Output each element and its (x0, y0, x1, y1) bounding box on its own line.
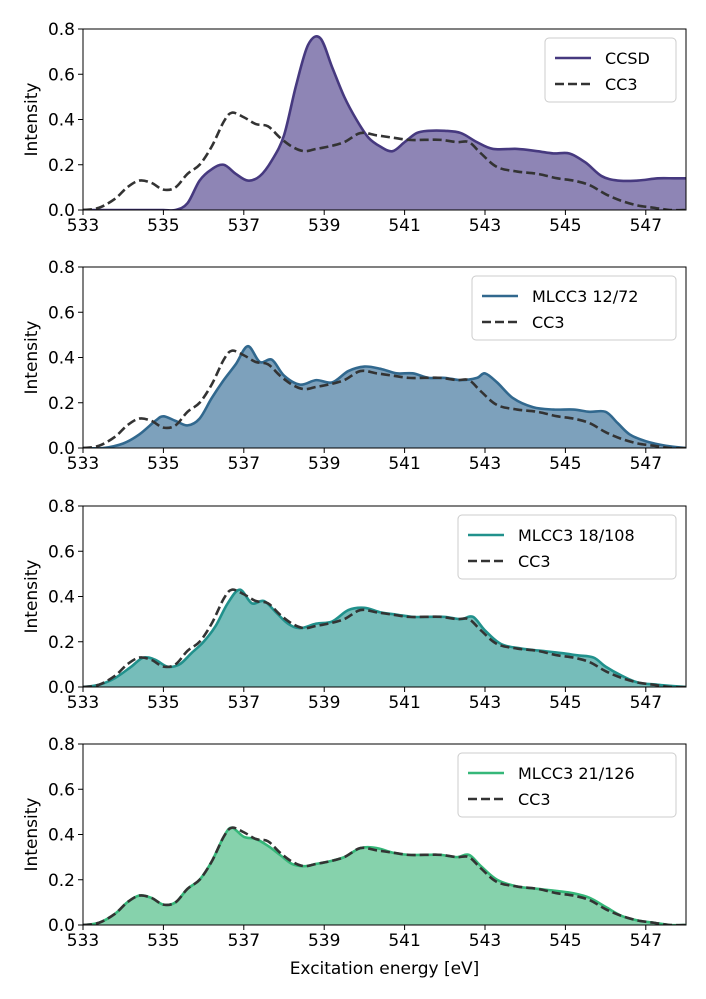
x-tick-label: 545 (549, 693, 581, 713)
x-tick-label: 537 (228, 931, 260, 951)
y-tick-label: 0.4 (48, 349, 75, 369)
x-tick-label: 539 (308, 216, 340, 236)
x-tick-label: 539 (308, 454, 340, 474)
legend: MLCC3 12/72 CC3 (471, 275, 677, 341)
chart-panel-1: 533 535 537 539 541 543 545 547 0.0 0.2 0.4 0.6 0.8 I… (22, 20, 687, 236)
x-tick-label: 543 (469, 693, 501, 713)
series-line-ccsd (83, 35, 686, 210)
y-tick-label: 0.2 (48, 871, 75, 891)
x-axis-label: Excitation energy [eV] (290, 959, 480, 979)
legend-label: CCSD (605, 49, 650, 68)
legend: MLCC3 21/126 CC3 (457, 752, 677, 818)
y-tick-label: 0.6 (48, 65, 75, 85)
series-line-mlcc3-18-108 (83, 588, 686, 687)
x-tick-label: 545 (549, 216, 581, 236)
x-tick-label: 543 (469, 216, 501, 236)
x-tick-label: 533 (67, 216, 99, 236)
y-tick-label: 0.8 (48, 258, 75, 278)
y-tick-label: 0.4 (48, 588, 75, 608)
x-tick-label: 541 (388, 454, 420, 474)
y-tick-label: 0.8 (48, 20, 75, 40)
x-tick-label: 535 (147, 693, 179, 713)
x-tick-label: 545 (549, 454, 581, 474)
x-tick-label: 537 (228, 216, 260, 236)
series-line-cc3 (83, 111, 686, 210)
y-axis-label: Intensity (22, 83, 42, 157)
x-tick-label: 541 (388, 931, 420, 951)
series-line-cc3 (83, 588, 686, 687)
legend-label: MLCC3 21/126 (518, 764, 635, 783)
plot-area (83, 588, 686, 687)
plot-area (83, 344, 686, 448)
legend-label: CC3 (518, 790, 551, 809)
y-tick-label: 0.0 (48, 439, 75, 459)
plot-area (83, 826, 686, 925)
legend-label: CC3 (605, 75, 638, 94)
x-tick-label: 537 (228, 454, 260, 474)
x-tick-label: 539 (308, 931, 340, 951)
y-tick-label: 0.2 (48, 394, 75, 414)
y-axis-label: Intensity (22, 321, 42, 395)
legend-label: CC3 (518, 552, 551, 571)
legend-box (457, 752, 677, 818)
series-area-ccsd (83, 36, 686, 210)
x-tick-label: 535 (147, 216, 179, 236)
y-axis-label: Intensity (22, 560, 42, 634)
y-tick-label: 0.0 (48, 678, 75, 698)
legend-box (544, 37, 677, 103)
y-tick-label: 0.4 (48, 111, 75, 131)
x-tick-label: 543 (469, 931, 501, 951)
y-tick-label: 0.8 (48, 497, 75, 517)
x-tick-label: 535 (147, 454, 179, 474)
x-tick-label: 541 (388, 693, 420, 713)
x-tick-label: 539 (308, 693, 340, 713)
x-tick-label: 533 (67, 454, 99, 474)
x-tick-label: 547 (630, 216, 662, 236)
x-tick-label: 541 (388, 216, 420, 236)
x-tick-label: 545 (549, 931, 581, 951)
y-tick-label: 0.0 (48, 201, 75, 221)
legend-label: CC3 (532, 313, 565, 332)
legend-label: MLCC3 18/108 (518, 526, 635, 545)
series-area-mlcc3-18-108 (83, 589, 686, 687)
chart-panel-4: 533 535 537 539 541 543 545 547 0.0 0.2 0.4 0.6 0.8 I… (22, 735, 687, 979)
y-tick-label: 0.8 (48, 735, 75, 755)
series-area-mlcc3-21-126 (83, 827, 686, 925)
series-line-mlcc3-12-72 (83, 344, 686, 448)
x-tick-label: 533 (67, 693, 99, 713)
series-line-cc3 (83, 826, 686, 925)
legend-box (457, 514, 677, 580)
series-line-cc3 (83, 349, 686, 448)
legend: MLCC3 18/108 CC3 (457, 514, 677, 580)
x-tick-label: 543 (469, 454, 501, 474)
legend-label: MLCC3 12/72 (532, 287, 638, 306)
chart-panel-2: 533 535 537 539 541 543 545 547 0.0 0.2 0.4 0.6 0.8 I… (22, 258, 687, 474)
y-tick-label: 0.0 (48, 916, 75, 936)
y-tick-label: 0.2 (48, 633, 75, 653)
chart-panel-3: 533 535 537 539 541 543 545 547 0.0 0.2 0.4 0.6 0.8 I… (22, 497, 687, 713)
panels: 533 535 537 539 541 543 545 547 0.0 0.2 0.4 0.6 0.8 I… (22, 20, 687, 979)
plot-area (83, 35, 686, 210)
y-axis-label: Intensity (22, 798, 42, 872)
y-tick-label: 0.6 (48, 780, 75, 800)
legend: CCSD CC3 (544, 37, 677, 103)
y-tick-label: 0.6 (48, 303, 75, 323)
x-tick-label: 535 (147, 931, 179, 951)
x-tick-label: 547 (630, 454, 662, 474)
y-tick-label: 0.6 (48, 542, 75, 562)
y-tick-label: 0.4 (48, 826, 75, 846)
series-area-mlcc3-12-72 (83, 346, 686, 448)
x-tick-label: 533 (67, 931, 99, 951)
y-tick-label: 0.2 (48, 156, 75, 176)
x-tick-label: 537 (228, 693, 260, 713)
legend-box (471, 275, 677, 341)
x-tick-label: 547 (630, 693, 662, 713)
x-tick-label: 547 (630, 931, 662, 951)
